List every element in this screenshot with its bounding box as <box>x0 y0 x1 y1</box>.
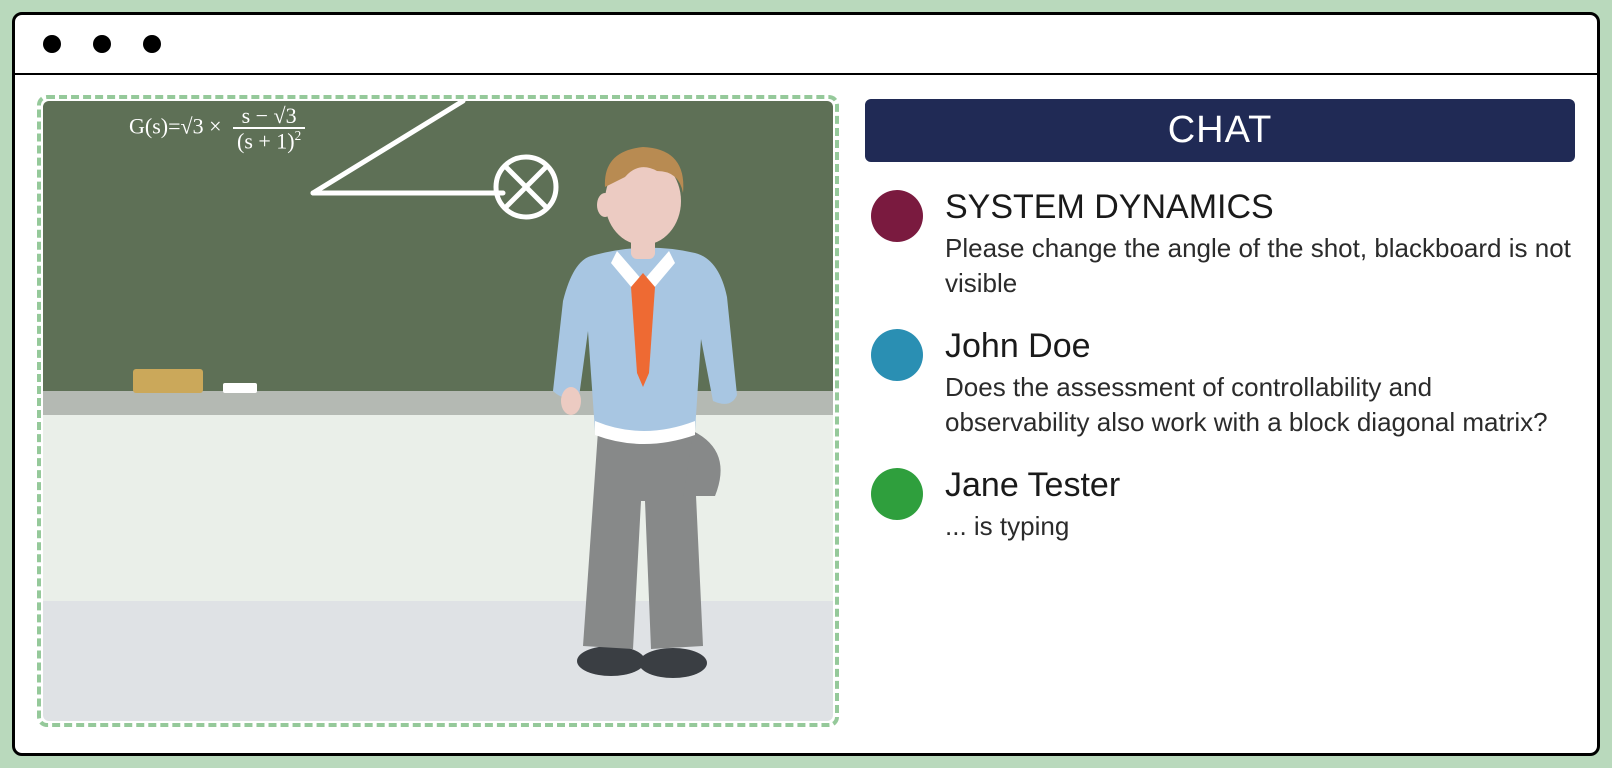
chat-message: Jane Tester ... is typing <box>871 466 1575 544</box>
chat-message-text: Please change the angle of the shot, bla… <box>945 231 1575 301</box>
avatar <box>871 190 923 242</box>
window-titlebar <box>15 15 1597 75</box>
formula-denominator: (s + 1) <box>237 128 295 153</box>
browser-window: G(s)=√3 × s − √3 (s + 1)2 CHAT <box>12 12 1600 756</box>
chat-sender-name: SYSTEM DYNAMICS <box>945 188 1575 227</box>
chat-messages: SYSTEM DYNAMICS Please change the angle … <box>865 188 1575 544</box>
lecture-illustration <box>43 101 833 721</box>
chat-sender-name: John Doe <box>945 327 1575 366</box>
formula-left: G(s)=√3 × <box>129 114 222 139</box>
chat-message-text: ... is typing <box>945 509 1575 544</box>
avatar <box>871 329 923 381</box>
chat-message: John Doe Does the assessment of controll… <box>871 327 1575 440</box>
formula-denominator-power: 2 <box>295 128 302 143</box>
video-stage: G(s)=√3 × s − √3 (s + 1)2 <box>43 101 833 721</box>
window-dot-icon[interactable] <box>93 35 111 53</box>
blackboard-formula: G(s)=√3 × s − √3 (s + 1)2 <box>129 105 305 152</box>
window-dot-icon[interactable] <box>143 35 161 53</box>
formula-numerator: s − √3 <box>233 105 305 129</box>
chat-panel: CHAT SYSTEM DYNAMICS Please change the a… <box>865 95 1575 743</box>
window-dot-icon[interactable] <box>43 35 61 53</box>
chat-header: CHAT <box>865 99 1575 162</box>
video-panel[interactable]: G(s)=√3 × s − √3 (s + 1)2 <box>37 95 839 727</box>
chat-message-text: Does the assessment of controllability a… <box>945 370 1575 440</box>
chat-message: SYSTEM DYNAMICS Please change the angle … <box>871 188 1575 301</box>
chat-sender-name: Jane Tester <box>945 466 1575 505</box>
avatar <box>871 468 923 520</box>
